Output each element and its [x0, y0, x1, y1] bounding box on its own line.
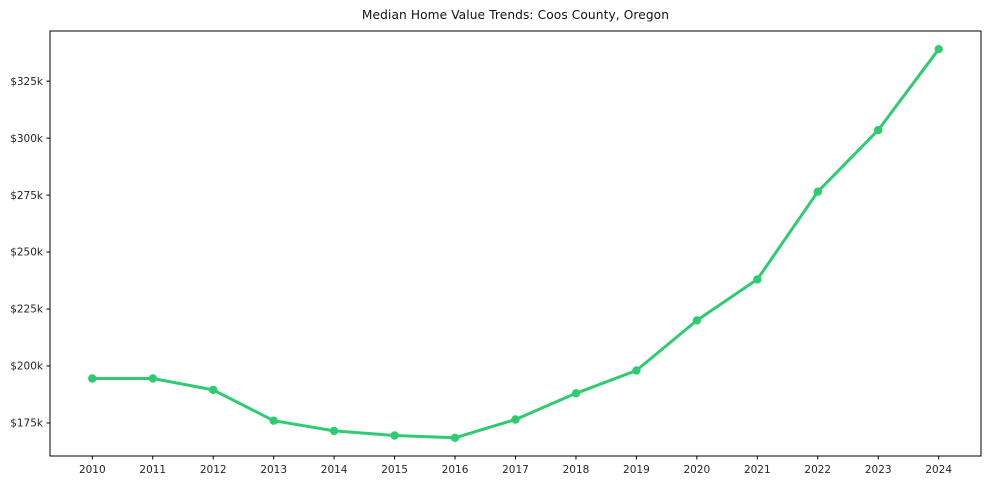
- x-tick-label: 2012: [200, 464, 227, 476]
- x-tick-label: 2020: [683, 464, 710, 476]
- x-tick-label: 2017: [502, 464, 529, 476]
- x-tick-label: 2010: [79, 464, 106, 476]
- data-point-marker: [632, 366, 641, 375]
- x-tick-label: 2016: [442, 464, 469, 476]
- x-tick-label: 2024: [925, 464, 952, 476]
- data-point-marker: [329, 426, 339, 436]
- chart-title: Median Home Value Trends: Coos County, O…: [361, 8, 670, 22]
- data-point-marker: [753, 275, 762, 284]
- y-tick-label: $275k: [10, 190, 44, 202]
- data-point-marker: [571, 389, 581, 398]
- data-point-marker: [450, 433, 460, 442]
- x-tick-label: 2023: [865, 464, 892, 476]
- y-tick-label: $225k: [10, 304, 44, 316]
- trend-line: [90, 47, 941, 440]
- x-tick-label: 2019: [623, 464, 650, 476]
- x-tick-label: 2013: [260, 464, 287, 476]
- x-tick-label: 2011: [139, 464, 166, 476]
- data-point-marker: [692, 316, 702, 325]
- y-tick-label: $200k: [10, 361, 44, 373]
- data-point-marker: [934, 45, 943, 54]
- plot-border: [49, 30, 982, 457]
- y-tick-label: $175k: [10, 418, 44, 430]
- data-point-marker: [269, 416, 278, 425]
- x-tick-label: 2022: [804, 464, 831, 476]
- x-tick-label: 2021: [744, 464, 771, 476]
- data-point-marker: [209, 385, 218, 395]
- y-tick-label: $250k: [10, 247, 44, 259]
- data-point-marker: [813, 187, 822, 196]
- data-point-marker: [88, 374, 97, 383]
- data-point-marker: [148, 374, 157, 383]
- x-tick-label: 2014: [321, 464, 348, 476]
- data-point-marker: [390, 431, 399, 440]
- y-tick-label: $300k: [10, 133, 44, 145]
- data-point-marker: [874, 125, 883, 135]
- y-tick-label: $325k: [10, 76, 44, 88]
- x-tick-label: 2018: [563, 464, 590, 476]
- data-point-marker: [511, 415, 520, 424]
- x-tick-label: 2015: [381, 464, 408, 476]
